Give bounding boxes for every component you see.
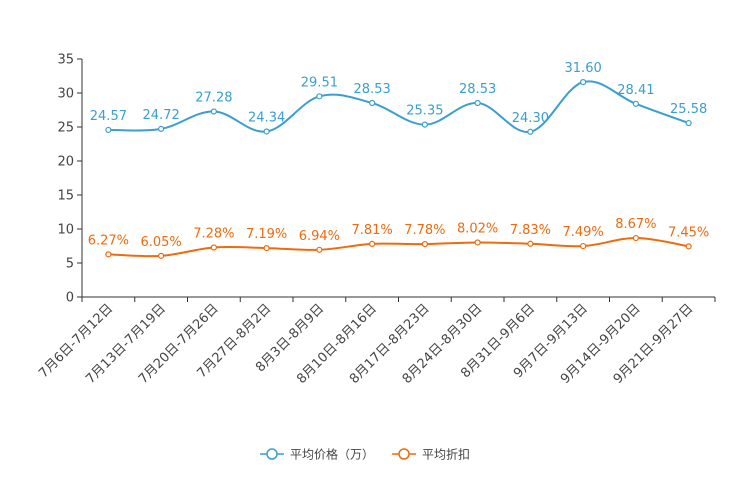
series-2-data-label: 6.05% — [140, 235, 181, 250]
series-1-data-label: 27.28 — [195, 90, 232, 105]
series-2-data-label: 7.45% — [668, 225, 709, 240]
series-1-point[interactable] — [158, 125, 165, 133]
series-1-point[interactable] — [685, 119, 692, 127]
series-1-point[interactable] — [263, 128, 270, 135]
series-2-data-label: 7.19% — [246, 227, 287, 242]
series-1-point[interactable] — [316, 93, 323, 100]
series-2-data-label: 7.81% — [351, 223, 392, 238]
series-2-point[interactable] — [685, 243, 692, 250]
series-2-point[interactable] — [632, 234, 639, 242]
series-1-point[interactable] — [105, 126, 112, 134]
series-line-2 — [108, 237, 689, 258]
series-2-point[interactable] — [316, 246, 323, 253]
series-2-point[interactable] — [105, 251, 112, 258]
legend-label-2[interactable]: 平均折扣 — [422, 447, 470, 462]
y-tick-label: 20 — [57, 155, 74, 170]
y-tick-label: 5 — [66, 257, 74, 272]
series-1-data-label: 28.53 — [354, 82, 391, 97]
series-1-point[interactable] — [369, 99, 376, 107]
series-1-data-label: 31.60 — [565, 61, 602, 76]
series-1-data-label: 24.34 — [248, 110, 285, 125]
series-2-point[interactable] — [369, 240, 376, 247]
series-1-point[interactable] — [527, 128, 534, 135]
series-2-point[interactable] — [474, 239, 481, 246]
series-1-data-label: 25.58 — [670, 102, 707, 117]
y-tick-label: 10 — [57, 223, 74, 238]
y-tick-label: 30 — [57, 87, 74, 102]
series-2-data-label: 7.49% — [562, 225, 603, 240]
y-tick-label: 0 — [66, 291, 74, 306]
series-1-data-label: 25.35 — [406, 104, 443, 119]
series-1-data-label: 24.30 — [512, 111, 549, 126]
series-2-point[interactable] — [421, 240, 428, 248]
series-2-point[interactable] — [527, 240, 534, 247]
series-1-point[interactable] — [210, 108, 217, 115]
series-2-data-label: 7.28% — [193, 226, 234, 241]
series-1-point[interactable] — [421, 121, 428, 128]
series-2-data-label: 6.27% — [88, 233, 129, 248]
series-1-point[interactable] — [474, 99, 481, 107]
series-1-data-label: 29.51 — [301, 75, 338, 90]
series-2-point[interactable] — [210, 244, 217, 251]
series-1-point[interactable] — [632, 100, 639, 107]
series-1-data-label: 24.57 — [90, 109, 127, 124]
y-tick-label: 15 — [57, 189, 74, 204]
series-2-data-label: 7.78% — [404, 223, 445, 238]
y-tick-label: 35 — [57, 53, 74, 68]
series-2-data-label: 6.94% — [299, 229, 340, 244]
series-2-data-label: 8.02% — [457, 221, 498, 236]
series-2-data-label: 7.83% — [510, 223, 551, 238]
series-line-1 — [108, 80, 689, 133]
legend-marker[interactable] — [266, 448, 278, 460]
y-tick-label: 25 — [57, 121, 74, 136]
series-2-point[interactable] — [158, 252, 165, 259]
series-1-data-label: 28.53 — [459, 82, 496, 97]
series-1-point[interactable] — [580, 79, 587, 86]
series-2-data-label: 8.67% — [615, 217, 656, 232]
series-2-point[interactable] — [580, 242, 587, 250]
series-2-point[interactable] — [263, 245, 270, 252]
series-1-data-label: 24.72 — [143, 108, 180, 123]
legend-label-1[interactable]: 平均价格（万） — [290, 447, 374, 462]
legend-marker[interactable] — [398, 448, 410, 460]
series-1-data-label: 28.41 — [617, 83, 654, 98]
